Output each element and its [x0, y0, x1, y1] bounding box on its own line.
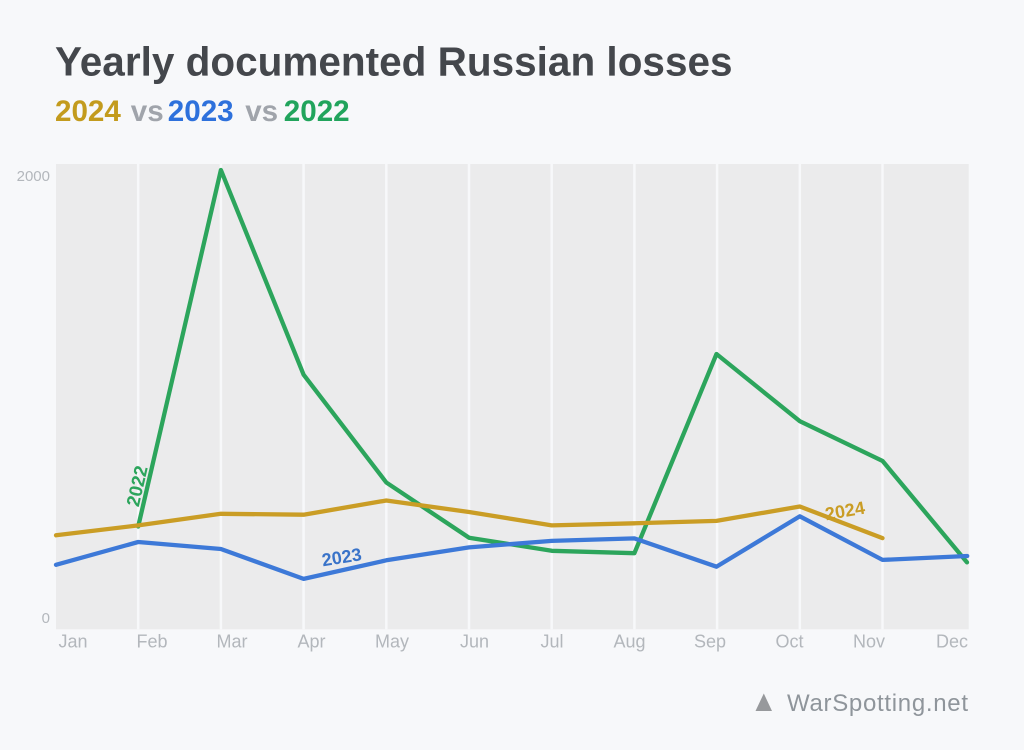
- svg-text:May: May: [375, 632, 409, 652]
- svg-text:Dec: Dec: [936, 632, 968, 652]
- svg-text:Feb: Feb: [136, 632, 167, 652]
- svg-text:Mar: Mar: [217, 632, 248, 652]
- svg-text:WarSpotting.net: WarSpotting.net: [787, 690, 969, 717]
- svg-text:Yearly documented Russian loss: Yearly documented Russian losses: [55, 39, 733, 85]
- svg-text:Jul: Jul: [540, 632, 563, 652]
- svg-text:Apr: Apr: [297, 632, 325, 652]
- svg-text:Jan: Jan: [58, 632, 87, 652]
- svg-text:0: 0: [42, 610, 50, 627]
- svg-text:2000: 2000: [17, 168, 50, 185]
- svg-text:Sep: Sep: [694, 632, 726, 652]
- svg-text:Nov: Nov: [853, 632, 885, 652]
- svg-text:Jun: Jun: [460, 632, 489, 652]
- svg-text:Aug: Aug: [613, 632, 645, 652]
- svg-text:Oct: Oct: [775, 632, 803, 652]
